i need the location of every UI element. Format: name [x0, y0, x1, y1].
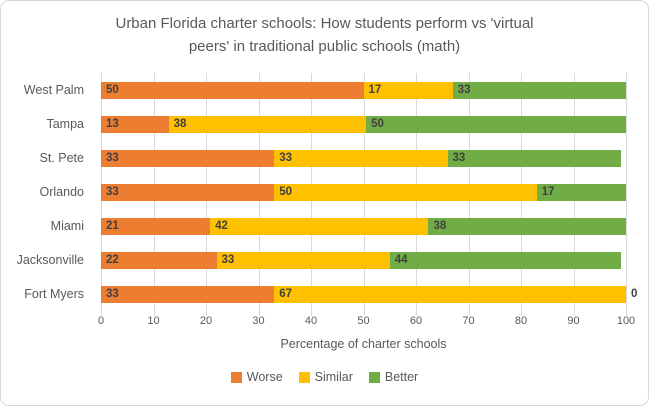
legend-swatch-icon — [230, 371, 242, 383]
bar-segment-worse: 13 — [101, 115, 169, 133]
data-label: 33 — [221, 254, 235, 266]
bar-segment-similar: 67 — [274, 285, 626, 303]
data-label: 50 — [279, 186, 293, 198]
data-label: 33 — [106, 288, 119, 300]
chart-title-line-2: peers' in traditional public schools (ma… — [188, 38, 461, 55]
x-tick-label-30: 30 — [252, 315, 265, 327]
x-tick-label-10: 10 — [147, 315, 160, 327]
bar-segment-better: 33 — [452, 81, 626, 99]
data-label: 22 — [106, 254, 119, 266]
category-label: Tampa — [46, 117, 84, 131]
category-label: St. Pete — [39, 151, 84, 165]
data-label: 50 — [371, 118, 384, 130]
stacked-bar: 33 33 33 — [101, 149, 626, 167]
y-axis-category-labels: West Palm Tampa St. Pete Orlando Miami Jackso… — [1, 73, 93, 311]
legend-label: Similar — [314, 370, 353, 384]
x-tick-label-20: 20 — [199, 315, 213, 327]
bar-row: 13 38 50 — [101, 107, 627, 141]
x-tick-label-80: 80 — [514, 315, 528, 327]
stacked-bar: 22 33 44 — [101, 251, 626, 269]
data-label: 33 — [106, 186, 119, 198]
legend-item-worse: Worse — [230, 370, 283, 384]
data-label: 44 — [394, 254, 408, 266]
category-label: Orlando — [39, 185, 84, 199]
bar-row: 33 50 17 — [101, 175, 626, 209]
data-label: 42 — [215, 220, 228, 232]
bar-segment-better: 50 — [366, 115, 627, 133]
bar-segment-worse: 21 — [101, 217, 211, 235]
bar-segment-worse: 33 — [101, 285, 275, 303]
x-axis-tick-labels: 0 10 20 30 40 50 60 70 80 90 100 — [97, 315, 635, 329]
data-label: 21 — [106, 220, 119, 232]
x-tick-label-50: 50 — [357, 315, 370, 327]
bar-segment-worse: 22 — [101, 251, 217, 269]
legend-label: Worse — [246, 370, 283, 384]
legend-swatch-icon — [368, 371, 380, 383]
bar-segment-similar: 33 — [274, 149, 448, 167]
legend-label: Better — [384, 370, 419, 384]
data-label: 17 — [541, 186, 555, 198]
stacked-bar: 33 50 17 — [101, 183, 626, 201]
bar-row: 22 33 44 — [101, 243, 626, 277]
legend-item-similar: Similar — [298, 370, 353, 384]
legend-swatch-icon — [298, 371, 310, 383]
data-label: 13 — [106, 118, 119, 130]
x-tick-label-40: 40 — [304, 315, 318, 327]
x-tick-label-90: 90 — [567, 315, 580, 327]
data-label: 50 — [106, 84, 119, 96]
bar-segment-similar: 42 — [210, 217, 429, 235]
plot-area: 50 17 33 13 38 50 33 33 33 33 50 17 21 42 38 22 33 44 33 67… — [101, 73, 637, 316]
bar-rows: 50 17 33 13 38 50 33 33 33 33 50 17 21 42 38 22 33 44 33 67… — [101, 73, 637, 311]
x-tick-label-60: 60 — [409, 315, 423, 327]
data-label-outside: 0 — [631, 287, 638, 300]
category-label: Fort Myers — [24, 287, 84, 301]
bar-segment-similar: 50 — [274, 183, 537, 201]
bar-segment-similar: 38 — [168, 115, 367, 133]
category-label: Jacksonville — [16, 253, 84, 267]
data-label: 38 — [173, 118, 187, 130]
data-label: 33 — [457, 84, 471, 96]
x-axis-title: Percentage of charter schools — [280, 337, 447, 351]
x-tick-label-0: 0 — [97, 315, 105, 327]
category-label: Miami — [50, 219, 84, 233]
data-label: 67 — [279, 288, 293, 300]
bar-row: 50 17 33 — [101, 73, 626, 107]
data-label: 33 — [279, 152, 293, 164]
chart-title: Urban Florida charter schools: How stude… — [1, 12, 648, 58]
data-label: 33 — [106, 152, 119, 164]
bar-row: 33 33 33 — [101, 141, 626, 175]
bar-segment-worse: 33 — [101, 149, 275, 167]
category-label: West Palm — [23, 83, 84, 97]
bar-segment-worse: 33 — [101, 183, 275, 201]
stacked-bar: 21 42 38 — [101, 217, 626, 235]
data-label: 33 — [452, 152, 466, 164]
stacked-bar: 33 67 0 — [101, 285, 637, 303]
bar-segment-similar: 33 — [216, 251, 390, 269]
legend: Worse Similar Better — [1, 370, 648, 384]
chart-title-line-1: Urban Florida charter schools: How stude… — [115, 15, 534, 32]
bar-row: 33 67 0 — [101, 277, 637, 311]
stacked-bar: 50 17 33 — [101, 81, 626, 99]
bar-segment-better: 17 — [536, 183, 626, 201]
x-tick-label-70: 70 — [462, 315, 475, 327]
bar-segment-better: 44 — [389, 251, 621, 269]
bar-segment-better: 33 — [447, 149, 621, 167]
stacked-bar: 13 38 50 — [101, 115, 627, 133]
bar-segment-worse: 50 — [101, 81, 364, 99]
bar-segment-similar: 17 — [363, 81, 453, 99]
data-label: 17 — [368, 84, 382, 96]
bar-row: 21 42 38 — [101, 209, 626, 243]
x-tick-label-100: 100 — [616, 315, 636, 327]
legend-item-better: Better — [368, 370, 419, 384]
data-label: 38 — [433, 220, 447, 232]
gridline-100 — [626, 73, 627, 316]
bar-segment-better: 38 — [428, 217, 626, 235]
